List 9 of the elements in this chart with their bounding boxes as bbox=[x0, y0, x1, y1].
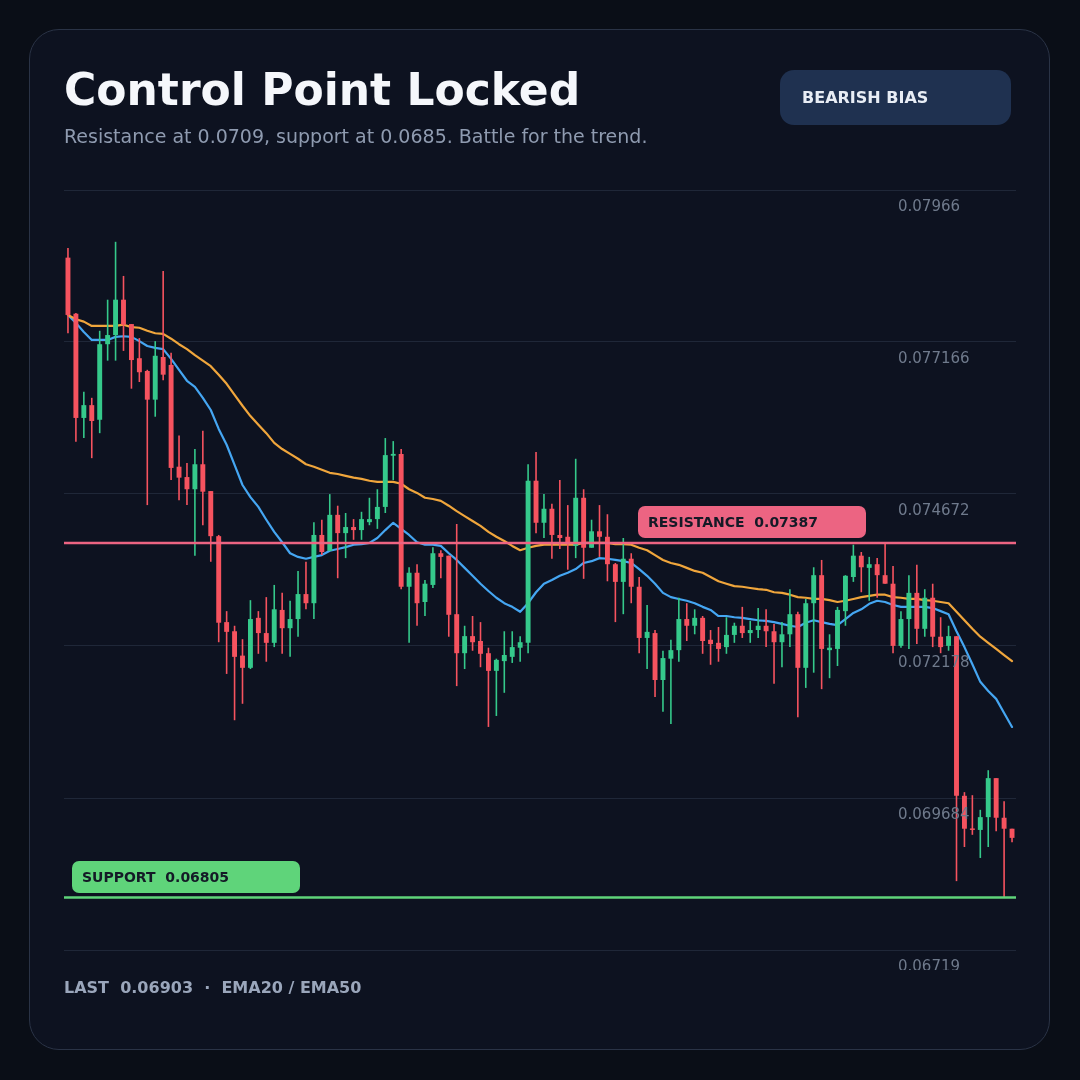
y-tick-label: 0.074672 bbox=[898, 500, 970, 519]
y-tick-label: 0.077166 bbox=[898, 348, 970, 367]
text: BEARISH BIAS bbox=[780, 70, 1011, 125]
price-tag: RESISTANCE 0.07387 bbox=[638, 505, 866, 538]
y-tick-label: 0.07966 bbox=[898, 196, 961, 215]
price-tag: SUPPORT 0.06805 bbox=[72, 860, 300, 893]
chart-subtitle: Resistance at 0.0709, support at 0.0685. Battle for the trend. bbox=[64, 125, 648, 147]
text: LAST 0.06903 · EMA20 / EMA50 bbox=[64, 978, 362, 997]
chart-title: Control Point Locked bbox=[64, 64, 581, 115]
